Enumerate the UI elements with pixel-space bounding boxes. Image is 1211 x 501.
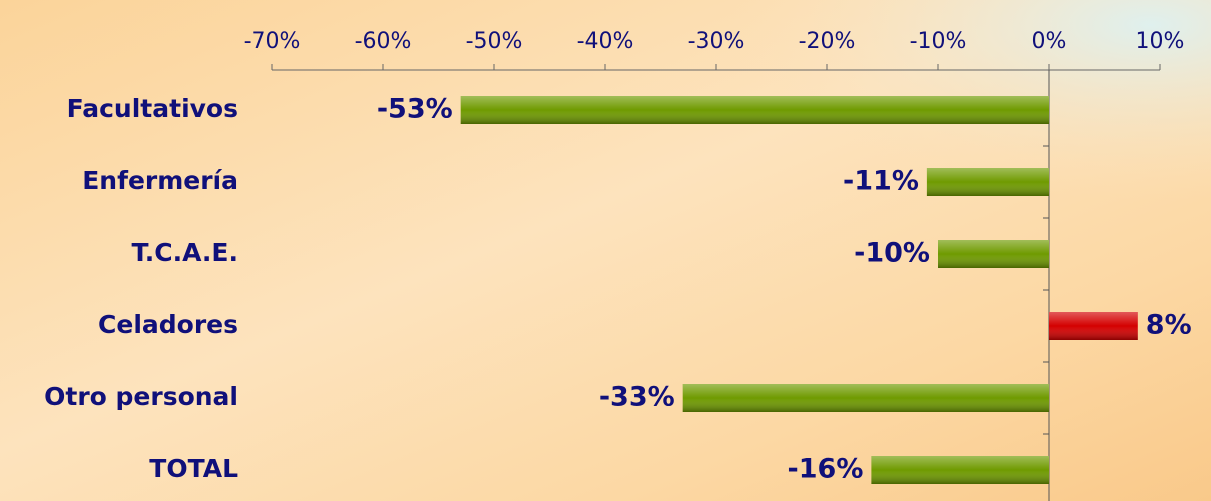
x-tick-label: -30% — [688, 29, 745, 54]
bar-shade — [460, 96, 1049, 124]
value-label: -53% — [377, 94, 453, 125]
value-label: -11% — [843, 166, 919, 197]
x-tick-label: -60% — [355, 29, 412, 54]
value-label: -33% — [599, 382, 675, 413]
bar-shade — [938, 240, 1049, 268]
bar-shade — [682, 384, 1049, 412]
value-label: -16% — [788, 454, 864, 485]
x-tick-label: -50% — [466, 29, 523, 54]
category-label: Enfermería — [82, 166, 238, 195]
x-tick-label: -40% — [577, 29, 634, 54]
x-tick-label: 0% — [1032, 29, 1067, 54]
category-label: Celadores — [98, 310, 238, 339]
x-tick-label: -70% — [244, 29, 301, 54]
x-tick-label: -10% — [910, 29, 967, 54]
category-label: T.C.A.E. — [132, 238, 238, 267]
category-label: Otro personal — [44, 382, 238, 411]
category-label: Facultativos — [67, 94, 238, 123]
bar-shade — [871, 456, 1049, 484]
bar-shade — [1049, 312, 1138, 340]
x-tick-label: 10% — [1136, 29, 1185, 54]
value-label: -10% — [854, 238, 930, 269]
value-label: 8% — [1146, 310, 1192, 341]
bar-shade — [926, 168, 1049, 196]
category-label: TOTAL — [149, 454, 238, 483]
x-tick-label: -20% — [799, 29, 856, 54]
